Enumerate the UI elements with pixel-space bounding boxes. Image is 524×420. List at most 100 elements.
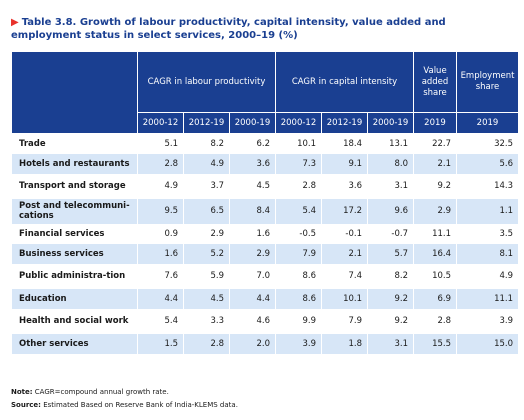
header-row-years: 2000-12 2012-19 2000-19 2000-12 2012-19 … bbox=[12, 112, 519, 134]
table-cell: 11.1 bbox=[413, 223, 457, 244]
header-blank-cell bbox=[11, 51, 138, 134]
header-year: 2000-12 bbox=[275, 112, 322, 134]
header-year: 2000-19 bbox=[367, 112, 414, 134]
table-cell: 5.4 bbox=[275, 198, 322, 224]
header-year: 2012-19 bbox=[183, 112, 230, 134]
table-cell: 9.2 bbox=[413, 173, 457, 199]
table-cell: 2.1 bbox=[321, 243, 368, 264]
table-cell: 9.9 bbox=[275, 308, 322, 334]
note-text: CAGR=compound annual growth rate. bbox=[32, 388, 169, 396]
row-label: Education bbox=[11, 288, 138, 309]
table-cell: 2.8 bbox=[183, 333, 230, 354]
table-cell: 10.1 bbox=[275, 133, 322, 154]
table-cell: 3.3 bbox=[183, 308, 230, 334]
table-cell: 2.0 bbox=[229, 333, 276, 354]
header-labour-productivity: CAGR in labour productivity bbox=[137, 51, 276, 113]
row-label: Health and social work bbox=[11, 308, 138, 334]
table-cell: 4.9 bbox=[456, 263, 519, 289]
table-row: Health and social work 5.4 3.3 4.6 9.9 7.9 9.2… bbox=[11, 308, 519, 334]
table-cell: 8.0 bbox=[367, 153, 414, 174]
table-cell: 4.4 bbox=[229, 288, 276, 309]
table-cell: 11.1 bbox=[456, 288, 519, 309]
table-cell: 0.9 bbox=[137, 223, 184, 244]
table-cell: 8.2 bbox=[183, 133, 230, 154]
table-cell: 10.1 bbox=[321, 288, 368, 309]
table-row: Public administra-tion 7.6 5.9 7.0 8.6 7.4 8.2… bbox=[11, 263, 519, 289]
row-label: Business services bbox=[11, 243, 138, 264]
table-cell: 1.1 bbox=[456, 198, 519, 224]
table-cell: 3.9 bbox=[275, 333, 322, 354]
table-cell: 7.6 bbox=[137, 263, 184, 289]
row-label: Other services bbox=[11, 333, 138, 354]
table-title: ▶ Table 3.8. Growth of labour productivit… bbox=[11, 16, 517, 42]
table-cell: 4.5 bbox=[183, 288, 230, 309]
header-year: 2012-19 bbox=[321, 112, 368, 134]
table-cell: 8.2 bbox=[367, 263, 414, 289]
table-cell: -0.7 bbox=[367, 223, 414, 244]
table-cell: 9.1 bbox=[321, 153, 368, 174]
table-cell: 6.2 bbox=[229, 133, 276, 154]
table-cell: 3.7 bbox=[183, 173, 230, 199]
table-cell: 8.6 bbox=[275, 288, 322, 309]
table-cell: 5.1 bbox=[137, 133, 184, 154]
table-cell: -0.1 bbox=[321, 223, 368, 244]
table-cell: 1.5 bbox=[137, 333, 184, 354]
table-cell: 4.9 bbox=[183, 153, 230, 174]
table-cell: 17.2 bbox=[321, 198, 368, 224]
table-cell: 1.6 bbox=[137, 243, 184, 264]
table-cell: 1.8 bbox=[321, 333, 368, 354]
table-cell: 9.5 bbox=[137, 198, 184, 224]
row-label: Public administra-tion bbox=[11, 263, 138, 289]
table-cell: 15.5 bbox=[413, 333, 457, 354]
note-label: Note: bbox=[11, 388, 33, 396]
table-cell: 4.9 bbox=[137, 173, 184, 199]
table-cell: 16.4 bbox=[413, 243, 457, 264]
table-cell: 10.5 bbox=[413, 263, 457, 289]
header-capital-intensity: CAGR in capital intensity bbox=[275, 51, 414, 113]
header-year: 2000-19 bbox=[229, 112, 276, 134]
table-cell: 3.6 bbox=[229, 153, 276, 174]
table-cell: 2.9 bbox=[229, 243, 276, 264]
header-row-group: CAGR in labour productivity CAGR in capi… bbox=[11, 51, 519, 134]
header-year: 2000-12 bbox=[137, 112, 184, 134]
table-cell: 22.7 bbox=[413, 133, 457, 154]
header-year: 2019 bbox=[456, 112, 519, 134]
row-label: Hotels and restaurants bbox=[11, 153, 138, 174]
row-label: Financial services bbox=[11, 223, 138, 244]
table-cell: 9.2 bbox=[367, 308, 414, 334]
table-title-text: Table 3.8. Growth of labour productivity… bbox=[11, 17, 446, 41]
header-employment-share: Employment share bbox=[456, 51, 519, 113]
table-cell: 15.0 bbox=[456, 333, 519, 354]
table-cell: 4.4 bbox=[137, 288, 184, 309]
table-row: Post and telecommuni-cations 9.5 6.5 8.4 5.4… bbox=[11, 198, 519, 224]
table-cell: 9.6 bbox=[367, 198, 414, 224]
source-text: Estimated Based on Reserve Bank of India… bbox=[40, 401, 238, 409]
table-cell: 6.9 bbox=[413, 288, 457, 309]
table-cell: 3.1 bbox=[367, 333, 414, 354]
source-label: Source: bbox=[11, 401, 41, 409]
table-row: Transport and storage 4.9 3.7 4.5 2.8 3.6 3.1 9… bbox=[11, 173, 519, 199]
table-cell: 8.1 bbox=[456, 243, 519, 264]
table-cell: 3.9 bbox=[456, 308, 519, 334]
table-cell: 4.6 bbox=[229, 308, 276, 334]
row-label: Post and telecommuni-cations bbox=[11, 198, 138, 224]
table-cell: 5.4 bbox=[137, 308, 184, 334]
table-cell: 13.1 bbox=[367, 133, 414, 154]
table-source: Source: Estimated Based on Reserve Bank … bbox=[11, 401, 238, 409]
header-year: 2019 bbox=[413, 112, 457, 134]
table-row: Education 4.4 4.5 4.4 8.6 10.1 9.2 6.9 11.1 bbox=[11, 288, 519, 309]
table-cell: -0.5 bbox=[275, 223, 322, 244]
table-note: Note: CAGR=compound annual growth rate. bbox=[11, 388, 169, 396]
table-cell: 4.5 bbox=[229, 173, 276, 199]
table-cell: 7.3 bbox=[275, 153, 322, 174]
table-cell: 5.2 bbox=[183, 243, 230, 264]
table-cell: 2.1 bbox=[413, 153, 457, 174]
table-cell: 1.6 bbox=[229, 223, 276, 244]
table-cell: 5.9 bbox=[183, 263, 230, 289]
table-cell: 7.4 bbox=[321, 263, 368, 289]
table-cell: 2.8 bbox=[275, 173, 322, 199]
table-cell: 7.9 bbox=[321, 308, 368, 334]
table-cell: 2.9 bbox=[413, 198, 457, 224]
table-cell: 2.8 bbox=[413, 308, 457, 334]
table-cell: 18.4 bbox=[321, 133, 368, 154]
